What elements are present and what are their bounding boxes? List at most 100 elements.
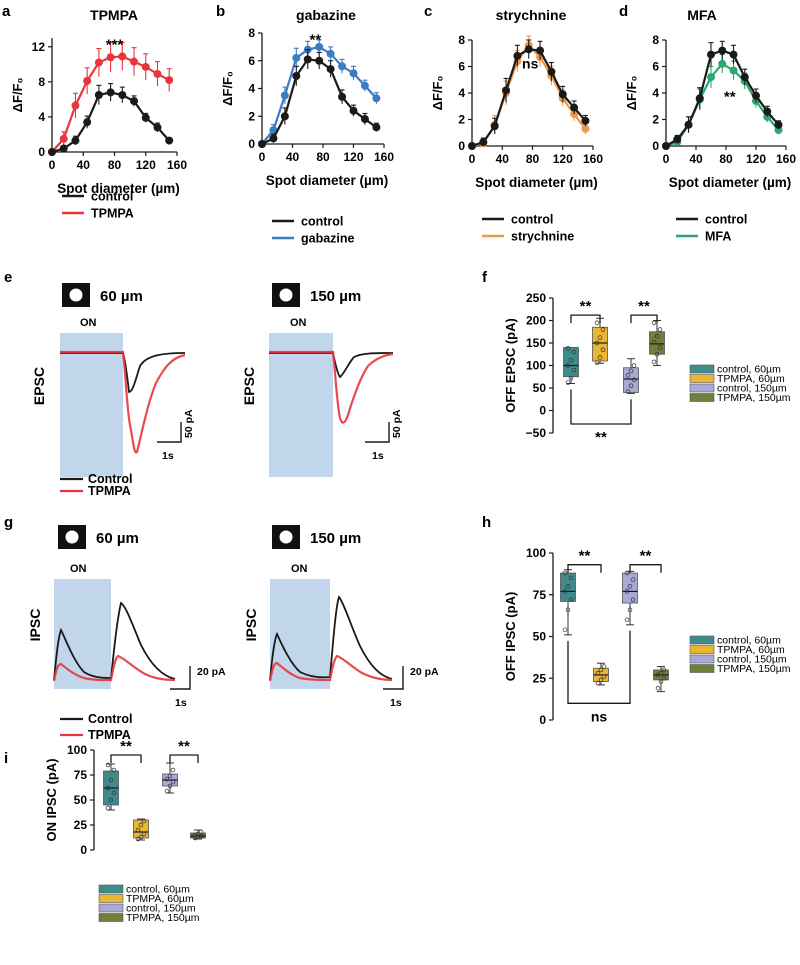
y-tick-label: 6 — [652, 60, 659, 74]
data-point — [258, 140, 266, 148]
y-tick-label: 0 — [458, 139, 465, 153]
significance-bracket — [630, 314, 658, 324]
legend-swatch — [98, 884, 124, 894]
panel-e: e 60 µm ON EPSC 50 pA 1s 150 µm ON EPSC — [4, 269, 403, 498]
data-point — [658, 670, 664, 676]
x-tick-label: 160 — [374, 150, 394, 164]
significance-bracket — [567, 564, 602, 573]
data-point — [718, 59, 727, 68]
legend-swatch — [689, 374, 715, 383]
legend-label: TPMPA, 60µm — [126, 893, 194, 905]
data-point — [167, 773, 173, 779]
x-tick-label: 120 — [136, 158, 156, 172]
data-point — [513, 51, 522, 60]
chart-panel-f: f −50 0 50 100 150 200 250 OFF EPSC (pA) ** ** ** co… — [482, 269, 791, 446]
data-point — [594, 360, 600, 366]
scale-time-label: 1s — [390, 697, 402, 709]
data-point — [565, 346, 571, 351]
data-point — [338, 62, 347, 71]
box-2 — [133, 819, 149, 839]
significance-bracket — [570, 314, 601, 324]
spot-size-label-60: 60 µm — [100, 288, 143, 305]
data-point — [627, 607, 633, 613]
legend-swatch — [689, 645, 715, 654]
data-point — [597, 335, 603, 340]
box-3 — [623, 367, 639, 393]
data-point — [630, 577, 636, 582]
data-point — [108, 777, 114, 783]
data-point — [280, 112, 289, 121]
scale-amp-label: 20 pA — [410, 666, 439, 678]
chart-panel-c: c strychnine 0 40 80 120 160 0 2 4 6 8 Spot diameter… — [424, 3, 603, 244]
on-period-shade — [60, 333, 123, 477]
x-tick-label: 160 — [167, 158, 187, 172]
box-4 — [649, 331, 665, 355]
data-point — [153, 69, 162, 78]
data-point — [628, 368, 634, 374]
legend-label: control, 60µm — [717, 364, 781, 376]
data-point — [94, 58, 103, 67]
epsc-trace-150: 150 µm ON EPSC 50 pA 1s — [241, 283, 403, 477]
data-point — [153, 123, 162, 132]
x-axis-label: Spot diameter (µm) — [669, 175, 792, 190]
significance-label: ** — [579, 548, 591, 565]
data-point — [625, 389, 631, 394]
data-point — [192, 832, 198, 838]
significance-label: ** — [580, 298, 592, 315]
data-point — [170, 767, 176, 773]
data-point — [130, 57, 139, 66]
y-axis-label: OFF EPSC (pA) — [503, 318, 518, 413]
chart-panel-d: d MFA 0 40 80 120 160 0 2 4 6 8 Spot diameter (µm) ΔF… — [619, 3, 796, 244]
legend-label-tpmpa: TPMPA — [88, 484, 131, 498]
chart-panel-h: h 0 25 50 75 100 OFF IPSC (pA) ** ** ns control, 6… — [482, 514, 791, 727]
data-point — [763, 107, 772, 116]
legend-g: Control TPMPA — [60, 712, 132, 742]
data-point — [108, 797, 114, 803]
panel-letter: d — [619, 3, 628, 20]
chart-panel-a: a TPMPA 0 40 80 120 160 0 4 8 12 Spot diameter (µm)… — [2, 3, 187, 221]
data-point — [195, 834, 201, 840]
spot-circle-icon — [69, 288, 83, 302]
x-axis-label: Spot diameter (µm) — [57, 181, 180, 196]
data-point — [568, 375, 574, 381]
legend-label: control, 150µm — [717, 654, 787, 666]
data-point — [326, 65, 335, 74]
data-point — [565, 363, 571, 368]
ipsc-trace-150: 150 µm ON IPSC 20 pA 1s — [243, 525, 439, 709]
data-point — [141, 62, 150, 71]
ipsc-axis-label: IPSC — [243, 609, 259, 642]
panel-letter: b — [216, 3, 225, 20]
data-point — [118, 91, 127, 99]
data-point — [502, 86, 511, 95]
data-point — [349, 106, 358, 115]
y-tick-label: 8 — [652, 33, 659, 47]
x-tick-label: 80 — [108, 158, 122, 172]
tpmpa-trace — [52, 654, 176, 682]
data-point — [729, 66, 738, 75]
epsc-axis-label: EPSC — [241, 367, 257, 405]
chart-title: MFA — [687, 7, 717, 23]
legend-label-control: Control — [88, 712, 132, 726]
on-label: ON — [290, 317, 307, 329]
y-tick-label: 25 — [533, 671, 547, 685]
legend-swatch — [689, 664, 715, 673]
x-tick-label: 40 — [496, 152, 510, 166]
data-point — [303, 55, 312, 64]
significance-label: ns — [591, 708, 608, 724]
legend-swatch — [689, 654, 715, 664]
box-2 — [592, 326, 608, 362]
y-tick-label: 0 — [652, 139, 659, 153]
x-tick-label: 160 — [776, 152, 796, 166]
tpmpa-trace — [268, 654, 393, 682]
series-line-control — [261, 58, 378, 145]
data-point — [600, 347, 606, 353]
on-period-shade — [269, 333, 333, 477]
data-point — [655, 686, 661, 691]
y-axis-label: ON IPSC (pA) — [44, 758, 59, 841]
significance-bracket — [570, 389, 632, 425]
data-point — [571, 367, 577, 373]
data-point — [280, 91, 289, 100]
scale-time-label: 1s — [175, 697, 187, 709]
scale-bar — [383, 666, 404, 690]
x-tick-label: 80 — [526, 152, 540, 166]
